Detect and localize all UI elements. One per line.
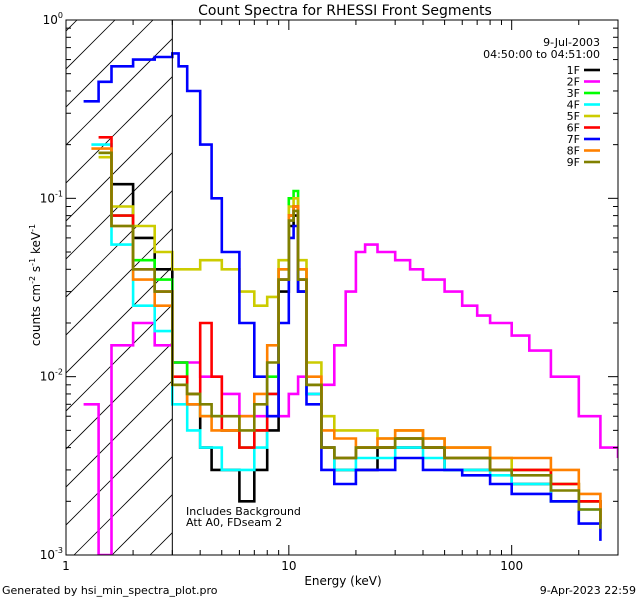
hatch-line (66, 38, 173, 146)
y-tick-label: 100 (43, 11, 63, 27)
x-axis-label: Energy (keV) (304, 574, 381, 588)
hatch-region (66, 20, 173, 555)
series-9F-line (98, 151, 602, 529)
y-axis-ticks (66, 19, 618, 556)
legend-label-3F: 3F (567, 87, 580, 100)
hatch-line (66, 228, 173, 336)
annotation-background: Includes Background (186, 505, 301, 518)
chart-title: Count Spectra for RHESSI Front Segments (198, 3, 492, 19)
hatch-line (66, 190, 173, 298)
hatch-line (66, 266, 173, 374)
observation-date: 9-Jul-2003 (543, 36, 600, 49)
legend-label-4F: 4F (567, 99, 580, 112)
legend-label-9F: 9F (567, 156, 580, 169)
x-axis-ticks (65, 20, 619, 555)
x-tick-labels: 1 10 100 (62, 559, 523, 573)
legend-label-6F: 6F (567, 122, 580, 135)
x-tick-label: 10 (281, 559, 296, 573)
y-axis-label: counts cm-2 s-1 keV-1 (28, 224, 43, 346)
hatch-lines (66, 20, 173, 555)
hatch-line (66, 76, 173, 184)
legend-label-8F: 8F (567, 145, 580, 158)
footer-generator: Generated by hsi_min_spectra_plot.pro (2, 584, 218, 597)
y-tick-label: 10-3 (40, 546, 63, 562)
legend-label-2F: 2F (567, 76, 580, 89)
y-tick-label: 10-2 (40, 368, 63, 384)
ylabel-part-2: s (29, 266, 43, 276)
y-tick-labels: 100 10-1 10-2 10-3 (40, 11, 63, 562)
x-tick-label: 1 (62, 559, 70, 573)
plot-frame (65, 19, 619, 556)
x-tick-label: 100 (500, 559, 523, 573)
annotation-attenuator: Att A0, FDseam 2 (186, 516, 282, 529)
observation-time-range: 04:50:00 to 04:51:00 (483, 48, 600, 61)
ylabel-sup-1: -2 (28, 276, 37, 284)
ylabel-part-1: counts cm (29, 284, 43, 346)
legend-label-5F: 5F (567, 110, 580, 123)
legend-label-1F: 1F (567, 64, 580, 77)
footer-timestamp: 9-Apr-2023 22:59 (540, 584, 636, 597)
hatch-line (66, 418, 173, 526)
ylabel-part-3: keV (29, 231, 43, 258)
hatch-line (73, 456, 173, 555)
hatch-line (66, 380, 173, 488)
ylabel-sup-3: -1 (28, 224, 37, 232)
ylabel-sup-2: -1 (28, 258, 37, 266)
y-tick-label: 10-1 (40, 189, 63, 205)
legend-label-7F: 7F (567, 133, 580, 146)
